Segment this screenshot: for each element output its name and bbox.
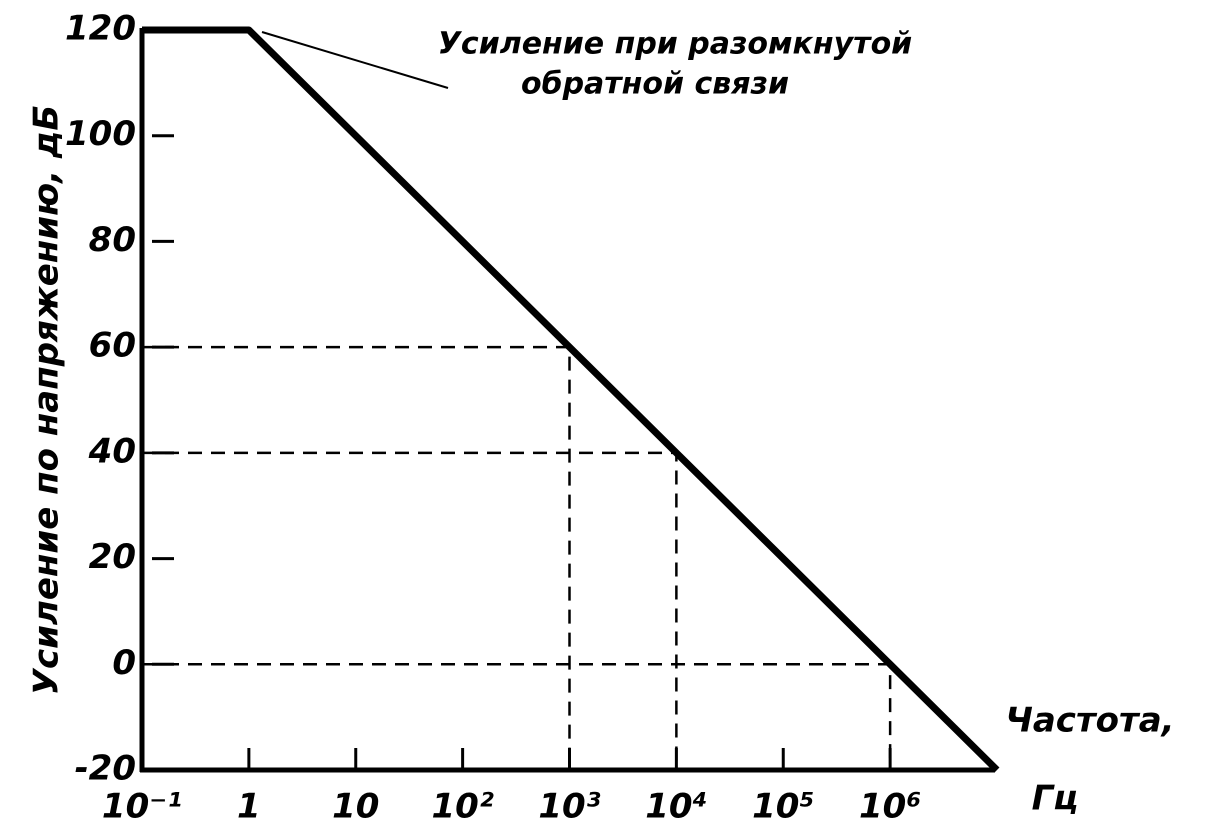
x-tick-label: 10⁻¹: [102, 787, 182, 827]
y-tick-label: 80: [89, 220, 136, 260]
x-tick-label: 10⁶: [859, 787, 921, 827]
x-axis-label: Гц: [1032, 779, 1079, 819]
y-tick-label: 40: [88, 431, 136, 471]
reference-guide: [142, 663, 892, 770]
x-tick-label: 10⁵: [752, 787, 814, 827]
annotation: обратной связи: [521, 67, 789, 102]
y-tick-label: -20: [75, 749, 136, 789]
y-tick-label: 20: [89, 537, 136, 577]
y-tick-label: 100: [65, 114, 136, 154]
reference-guide: [142, 451, 678, 770]
x-tick-label: 10³: [538, 787, 600, 827]
x-axis-label: Частота,: [1005, 701, 1174, 741]
x-tick-label: 10⁴: [645, 787, 707, 827]
y-tick-label: 120: [65, 9, 136, 49]
x-tick-label: 1: [237, 787, 261, 827]
y-tick-label: 60: [89, 326, 136, 366]
y-tick-label: 0: [112, 643, 136, 683]
x-tick-label: 10²: [432, 787, 494, 827]
reference-guide: [142, 345, 571, 770]
y-axis-label: Усиление по напряжению, дБ: [27, 105, 67, 696]
annotation-pointer: [261, 31, 449, 89]
annotation: Усиление при разомкнутой: [438, 27, 912, 62]
x-tick-label: 10: [332, 787, 379, 827]
data-line: [142, 26, 1000, 773]
